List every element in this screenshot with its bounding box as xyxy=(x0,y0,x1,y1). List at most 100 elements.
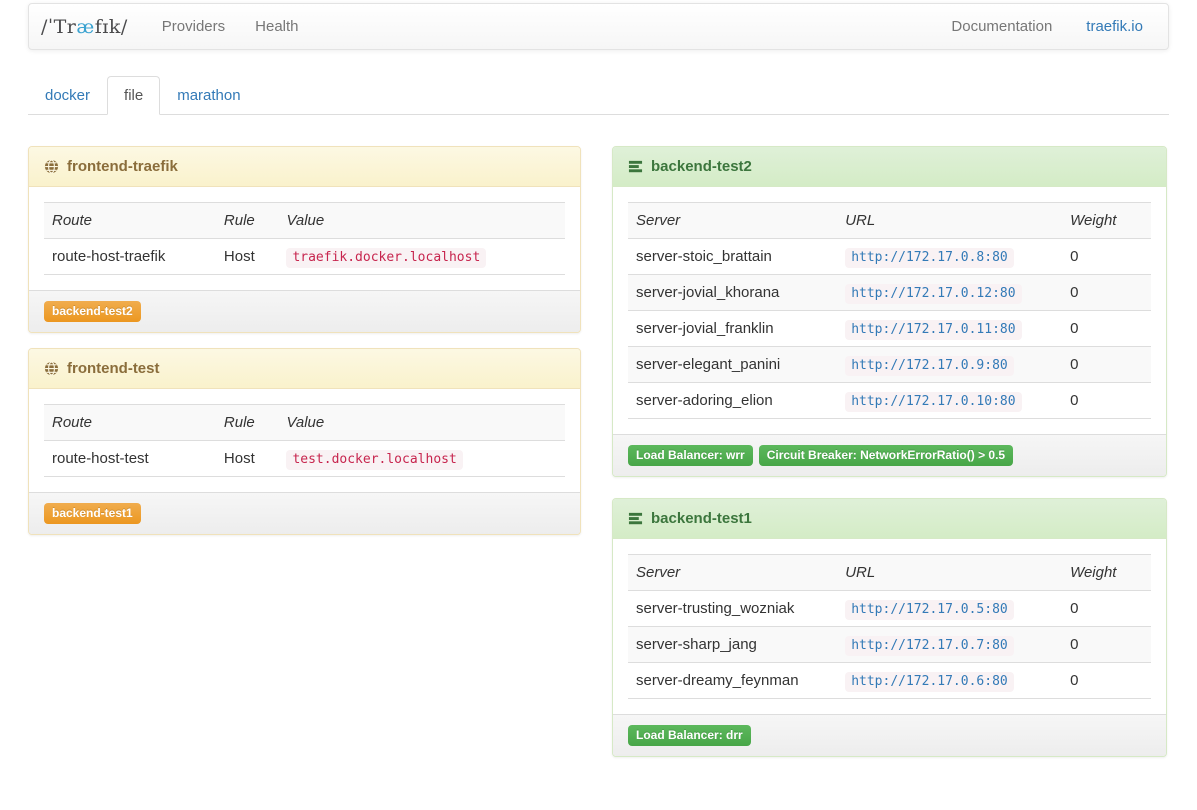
server-name: server-trusting_wozniak xyxy=(628,590,838,627)
route-row: route-host-traefik Host traefik.docker.l… xyxy=(44,238,565,275)
column-header-route: Route xyxy=(44,404,216,441)
server-weight: 0 xyxy=(1062,238,1151,275)
server-name: server-jovial_khorana xyxy=(628,274,838,311)
frontends-column: frontend-traefik Route Rule Value route-… xyxy=(28,146,581,550)
tab-file[interactable]: file xyxy=(107,76,161,115)
tasks-icon xyxy=(628,511,643,526)
server-url-chip: http://172.17.0.6:80 xyxy=(845,672,1014,692)
server-url-chip: http://172.17.0.11:80 xyxy=(845,320,1022,340)
frontend-panel-footer: backend-test1 xyxy=(29,492,580,534)
frontend-panel: frontend-traefik Route Rule Value route-… xyxy=(28,146,581,333)
table-header-row: Route Rule Value xyxy=(44,202,565,239)
route-value-chip: traefik.docker.localhost xyxy=(286,248,487,268)
table-header-row: Route Rule Value xyxy=(44,404,565,441)
server-weight: 0 xyxy=(1062,590,1151,627)
server-url-chip: http://172.17.0.8:80 xyxy=(845,248,1014,268)
route-value-cell: test.docker.localhost xyxy=(278,440,565,477)
server-url-link[interactable]: http://172.17.0.8:80 xyxy=(845,248,1014,268)
route-rule: Host xyxy=(215,440,279,477)
server-name: server-elegant_panini xyxy=(628,346,838,383)
backend-panel-header: backend-test2 xyxy=(613,147,1166,187)
route-name: route-host-test xyxy=(44,440,216,477)
server-weight: 0 xyxy=(1062,626,1151,663)
route-name: route-host-traefik xyxy=(44,238,216,275)
frontend-panel-body: Route Rule Value route-host-test Host te… xyxy=(29,389,580,492)
server-weight: 0 xyxy=(1062,346,1151,383)
server-url-chip: http://172.17.0.7:80 xyxy=(845,636,1014,656)
status-badge: backend-test1 xyxy=(44,503,141,524)
backend-panel-body: Server URL Weight server-trusting_woznia… xyxy=(613,539,1166,714)
column-header-weight: Weight xyxy=(1062,202,1151,239)
server-row: server-dreamy_feynman http://172.17.0.6:… xyxy=(628,662,1151,699)
server-url-cell: http://172.17.0.11:80 xyxy=(837,310,1063,347)
server-url-link[interactable]: http://172.17.0.6:80 xyxy=(845,672,1014,692)
brand-ae: æ xyxy=(76,15,95,38)
backend-panel-body: Server URL Weight server-stoic_brattain … xyxy=(613,187,1166,434)
server-row: server-elegant_panini http://172.17.0.9:… xyxy=(628,346,1151,383)
status-badge: Load Balancer: drr xyxy=(628,725,751,746)
server-url-link[interactable]: http://172.17.0.9:80 xyxy=(845,356,1014,376)
server-url-link[interactable]: http://172.17.0.5:80 xyxy=(845,600,1014,620)
server-weight: 0 xyxy=(1062,382,1151,419)
route-rule: Host xyxy=(215,238,279,275)
backend-panel-title: backend-test2 xyxy=(651,158,752,175)
page-container: /ˈTræfɪk/ Providers Health Documentation… xyxy=(28,3,1169,778)
route-value-cell: traefik.docker.localhost xyxy=(278,238,565,275)
column-header-url: URL xyxy=(837,554,1063,591)
server-name: server-sharp_jang xyxy=(628,626,838,663)
navbar-right: Documentation traefik.io xyxy=(951,18,1143,35)
backend-servers-table: Server URL Weight server-trusting_woznia… xyxy=(628,554,1151,699)
server-url-link[interactable]: http://172.17.0.12:80 xyxy=(845,284,1022,304)
backend-panel-footer: Load Balancer: drr xyxy=(613,714,1166,756)
server-row: server-adoring_elion http://172.17.0.10:… xyxy=(628,382,1151,419)
table-header-row: Server URL Weight xyxy=(628,554,1151,591)
frontend-panel: frontend-test Route Rule Value route-hos… xyxy=(28,348,581,535)
column-header-url: URL xyxy=(837,202,1063,239)
frontend-panel-title: frontend-traefik xyxy=(67,158,178,175)
server-weight: 0 xyxy=(1062,274,1151,311)
column-header-server: Server xyxy=(628,202,838,239)
brand-post: fɪk/ xyxy=(94,15,128,38)
frontend-routes-table: Route Rule Value route-host-traefik Host… xyxy=(44,202,565,275)
server-url-chip: http://172.17.0.5:80 xyxy=(845,600,1014,620)
server-row: server-jovial_khorana http://172.17.0.12… xyxy=(628,274,1151,311)
server-url-link[interactable]: http://172.17.0.11:80 xyxy=(845,320,1022,340)
backend-panel-header: backend-test1 xyxy=(613,499,1166,539)
table-header-row: Server URL Weight xyxy=(628,202,1151,239)
server-name: server-stoic_brattain xyxy=(628,238,838,275)
column-header-rule: Rule xyxy=(215,404,279,441)
tab-marathon[interactable]: marathon xyxy=(177,87,241,104)
column-header-value: Value xyxy=(278,202,565,239)
server-url-cell: http://172.17.0.10:80 xyxy=(837,382,1063,419)
globe-icon xyxy=(44,159,59,174)
server-row: server-jovial_franklin http://172.17.0.1… xyxy=(628,310,1151,347)
nav-item-providers[interactable]: Providers xyxy=(161,18,226,35)
frontend-panel-title: frontend-test xyxy=(67,360,160,377)
frontend-panel-body: Route Rule Value route-host-traefik Host… xyxy=(29,187,580,290)
server-url-chip: http://172.17.0.10:80 xyxy=(845,392,1022,412)
server-url-link[interactable]: http://172.17.0.7:80 xyxy=(845,636,1014,656)
tab-docker[interactable]: docker xyxy=(45,87,91,104)
column-header-weight: Weight xyxy=(1062,554,1151,591)
server-url-cell: http://172.17.0.6:80 xyxy=(837,662,1063,699)
tasks-icon xyxy=(628,159,643,174)
column-header-value: Value xyxy=(278,404,565,441)
column-header-rule: Rule xyxy=(215,202,279,239)
server-name: server-dreamy_feynman xyxy=(628,662,838,699)
frontend-panel-footer: backend-test2 xyxy=(29,290,580,332)
nav-item-traefik-io[interactable]: traefik.io xyxy=(1086,18,1143,35)
nav-item-documentation[interactable]: Documentation xyxy=(951,18,1053,35)
traefik-logo[interactable]: /ˈTræfɪk/ xyxy=(41,16,128,38)
backends-column: backend-test2 Server URL Weight server-s… xyxy=(612,146,1167,778)
nav-item-health[interactable]: Health xyxy=(255,18,299,35)
status-badge: Circuit Breaker: NetworkErrorRatio() > 0… xyxy=(758,445,1014,466)
server-url-cell: http://172.17.0.9:80 xyxy=(837,346,1063,383)
frontend-panel-header: frontend-traefik xyxy=(29,147,580,187)
server-url-chip: http://172.17.0.12:80 xyxy=(845,284,1022,304)
route-row: route-host-test Host test.docker.localho… xyxy=(44,440,565,477)
server-name: server-jovial_franklin xyxy=(628,310,838,347)
server-row: server-sharp_jang http://172.17.0.7:80 0 xyxy=(628,626,1151,663)
server-url-cell: http://172.17.0.7:80 xyxy=(837,626,1063,663)
server-url-link[interactable]: http://172.17.0.10:80 xyxy=(845,392,1022,412)
status-badge: backend-test2 xyxy=(44,301,141,322)
